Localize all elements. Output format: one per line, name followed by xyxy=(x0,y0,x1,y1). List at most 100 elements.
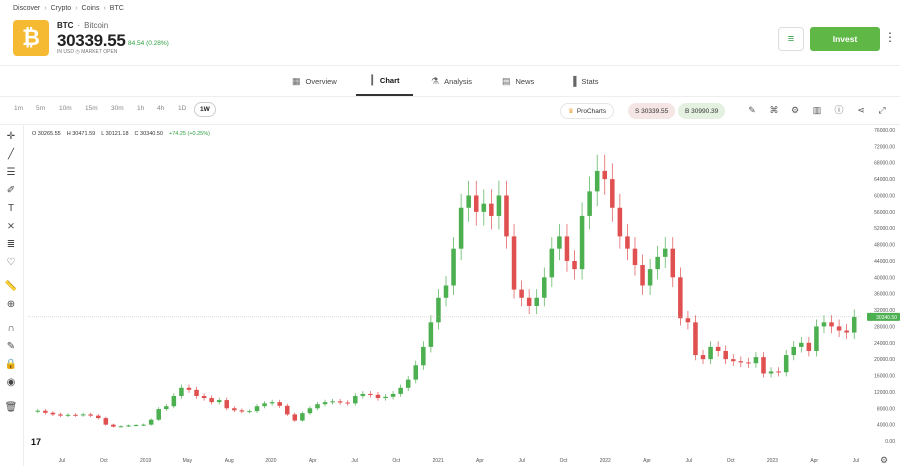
fib-icon[interactable]: ≣ xyxy=(6,239,16,250)
candle-body xyxy=(723,350,728,360)
heart-icon[interactable]: ♡ xyxy=(6,257,16,268)
y-tick-label: 64000.00 xyxy=(874,177,895,183)
timeframe-5m[interactable]: 5m xyxy=(36,105,46,112)
more-options-icon[interactable]: ⋮ xyxy=(884,30,896,44)
candle-body xyxy=(322,402,328,405)
candle-body xyxy=(156,409,162,420)
pattern-icon[interactable]: ⨯ xyxy=(6,221,16,232)
horizontal-lines-icon[interactable]: ☰ xyxy=(6,167,16,178)
timeframe-1h[interactable]: 1h xyxy=(137,105,145,112)
text-tool-icon[interactable]: T xyxy=(7,203,15,214)
candle-body xyxy=(851,316,857,333)
candle-icon: ┃ xyxy=(369,74,375,85)
candle-body xyxy=(43,410,48,413)
candle-body xyxy=(269,402,275,404)
candle-body xyxy=(186,387,192,390)
timeframe-1w[interactable]: 1W xyxy=(194,102,216,117)
crosshair-icon[interactable]: ✛ xyxy=(6,131,16,142)
timeframe-1m[interactable]: 1m xyxy=(14,105,24,112)
tab-news[interactable]: ▤ News xyxy=(502,66,534,96)
y-tick-label: 44000.00 xyxy=(874,259,895,265)
x-tick-label: Oct xyxy=(727,458,735,464)
zoom-in-icon[interactable]: ⊕ xyxy=(6,299,16,310)
tab-analysis[interactable]: ⚗ Analysis xyxy=(431,66,472,96)
candle-body xyxy=(164,406,169,410)
tab-chart[interactable]: ┃ Chart xyxy=(356,66,413,96)
tab-overview[interactable]: ▦ Overview xyxy=(292,66,337,96)
candle-body xyxy=(473,195,479,212)
candle-body xyxy=(360,393,366,396)
timeframe-1d[interactable]: 1D xyxy=(178,105,187,112)
candle-body xyxy=(405,379,411,388)
indicators-icon[interactable]: ⌘ xyxy=(769,105,779,115)
timeframe-30m[interactable]: 30m xyxy=(111,105,124,112)
candle-body xyxy=(224,400,230,409)
brush-icon[interactable]: ✐ xyxy=(6,185,16,196)
share-icon[interactable]: ⋖ xyxy=(857,105,865,115)
lock-drawings-icon[interactable]: ✎ xyxy=(6,341,16,352)
candle-body xyxy=(481,203,487,212)
candle-body xyxy=(58,414,63,416)
sell-price-button[interactable]: S 30339.55 xyxy=(628,103,676,119)
y-tick-label: 0.00 xyxy=(885,439,895,445)
trend-line-icon[interactable]: ╱ xyxy=(7,149,15,160)
breadcrumb-crypto[interactable]: Crypto xyxy=(50,5,72,12)
x-tick-label: Apr xyxy=(643,458,651,464)
timeframe-15m[interactable]: 15m xyxy=(85,105,98,112)
candle-body xyxy=(315,404,320,409)
chart-settings-icon[interactable]: ⚙ xyxy=(880,455,889,465)
y-tick-label: 48000.00 xyxy=(874,243,895,249)
timeframe-4h[interactable]: 4h xyxy=(157,105,165,112)
candle-body xyxy=(836,326,842,331)
candle-body xyxy=(201,395,207,399)
candle-body xyxy=(88,414,93,416)
y-tick-label: 36000.00 xyxy=(874,292,895,298)
lock-icon[interactable]: 🔒 xyxy=(4,359,18,370)
trash-icon[interactable]: 🗑 xyxy=(4,402,18,413)
candle-body xyxy=(526,297,532,306)
eye-icon[interactable]: ◉ xyxy=(6,377,16,388)
x-tick-label: Apr xyxy=(476,458,484,464)
candle-body xyxy=(436,297,441,323)
candle-body xyxy=(821,322,827,327)
buy-price-button[interactable]: B 30990.39 xyxy=(678,103,726,119)
ruler-icon[interactable]: 📏 xyxy=(4,281,18,292)
watchlist-button[interactable]: ≡ xyxy=(778,27,804,51)
y-tick-label: 52000.00 xyxy=(874,226,895,232)
y-tick-label: 76000.00 xyxy=(874,128,895,134)
candle-body xyxy=(232,408,237,411)
invest-button[interactable]: Invest xyxy=(810,27,880,51)
fullscreen-icon[interactable]: ⤢ xyxy=(878,105,886,115)
chevron-right-icon: › xyxy=(75,5,78,12)
chart-type-icon[interactable]: ▥ xyxy=(812,105,822,115)
magnet-icon[interactable]: ∩ xyxy=(7,323,15,334)
candle-body xyxy=(806,342,812,351)
chevron-right-icon: › xyxy=(103,5,106,12)
x-tick-label: 2023 xyxy=(767,458,778,464)
breadcrumb-discover[interactable]: Discover xyxy=(13,5,41,12)
candle-body xyxy=(768,371,774,374)
candle-body xyxy=(678,277,683,319)
draw-pen-icon[interactable]: ✎ xyxy=(748,105,756,115)
x-tick-label: Jul xyxy=(351,458,357,464)
candle-body xyxy=(746,362,751,364)
x-tick-label: Jul xyxy=(686,458,692,464)
ohlc-change: +74.25 (+0.25%) xyxy=(168,131,210,137)
timeframe-10m[interactable]: 10m xyxy=(59,105,72,112)
tab-stats[interactable]: ▐ Stats xyxy=(570,66,598,96)
candle-body xyxy=(95,415,101,419)
candle-body xyxy=(262,403,267,407)
candle-body xyxy=(421,346,426,366)
breadcrumb-coins[interactable]: Coins xyxy=(81,5,100,12)
ohlc-low: L 30121.18 xyxy=(101,131,129,137)
candle-body xyxy=(814,326,819,351)
prochart-button[interactable]: ♛ ProCharts xyxy=(560,103,615,119)
asset-name-sep: · xyxy=(77,21,81,30)
info-icon[interactable]: ⓘ xyxy=(834,105,844,115)
y-tick-label: 32000.00 xyxy=(874,308,895,314)
x-tick-label: Aug xyxy=(225,458,234,464)
candle-body xyxy=(80,414,86,416)
candle-body xyxy=(73,414,78,416)
gear-icon[interactable]: ⚙ xyxy=(790,105,800,115)
price-chart[interactable]: 76000.00 72000.00 68000.00 64000.00 60000.00… xyxy=(24,125,900,466)
